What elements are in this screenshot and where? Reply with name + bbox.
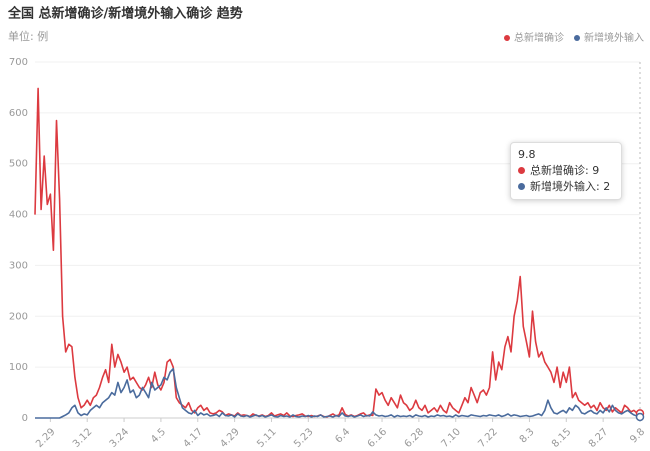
- tooltip-text: 新增境外输入: 2: [530, 180, 611, 193]
- x-tick-label: 7.10: [439, 426, 463, 450]
- tooltip: 9.8 总新增确诊: 9 新增境外输入: 2: [510, 142, 622, 200]
- x-tick-label: 2.29: [34, 426, 58, 450]
- y-tick-label: 0: [22, 413, 28, 424]
- x-tick-label: 5.23: [292, 426, 316, 450]
- series-line: [34, 87, 641, 418]
- tooltip-row: 总新增确诊: 9: [518, 163, 614, 179]
- x-tick-label: 3.12: [71, 426, 95, 450]
- x-tick-label: 4.5: [149, 426, 168, 445]
- tooltip-row: 新增境外输入: 2: [518, 179, 614, 195]
- x-tick-label: 4.29: [218, 426, 242, 450]
- y-tick-label: 500: [9, 159, 28, 170]
- x-tick-label: 7.22: [476, 426, 500, 450]
- y-tick-label: 200: [9, 311, 28, 322]
- x-tick-label: 5.11: [255, 426, 279, 450]
- legend: 新增境外输入 总新增确诊: [504, 31, 644, 44]
- x-tick-label: 8.15: [550, 426, 574, 450]
- tooltip-text: 总新增确诊: 9: [530, 164, 600, 177]
- x-tick-label: 8.3: [518, 426, 537, 445]
- legend-marker: [504, 35, 510, 41]
- x-tick-label: 6.16: [366, 426, 390, 450]
- x-tick-label: 4.17: [181, 426, 205, 450]
- subtitle: 单位: 例: [8, 29, 48, 43]
- legend-label: 新增境外输入: [584, 31, 644, 44]
- series-line: [35, 367, 641, 419]
- legend-label: 总新增确诊: [514, 31, 564, 44]
- x-tick-label: 9.8: [628, 426, 647, 445]
- y-tick-label: 700: [9, 57, 28, 68]
- tooltip-title: 9.8: [518, 148, 536, 161]
- x-tick-label: 3.24: [108, 426, 132, 450]
- y-tick-label: 600: [9, 108, 28, 119]
- y-tick-label: 300: [9, 260, 28, 271]
- y-tick-label: 100: [9, 362, 28, 373]
- y-tick-label: 400: [9, 210, 28, 221]
- x-tick-label: 8.27: [587, 426, 611, 450]
- x-tick-label: 6.28: [403, 426, 427, 450]
- x-tick-label: 6.4: [333, 426, 352, 445]
- hover-point: [635, 412, 645, 422]
- chart-title: 全国 总新增确诊/新增境外输入确诊 趋势: [7, 6, 243, 22]
- legend-marker: [574, 35, 580, 41]
